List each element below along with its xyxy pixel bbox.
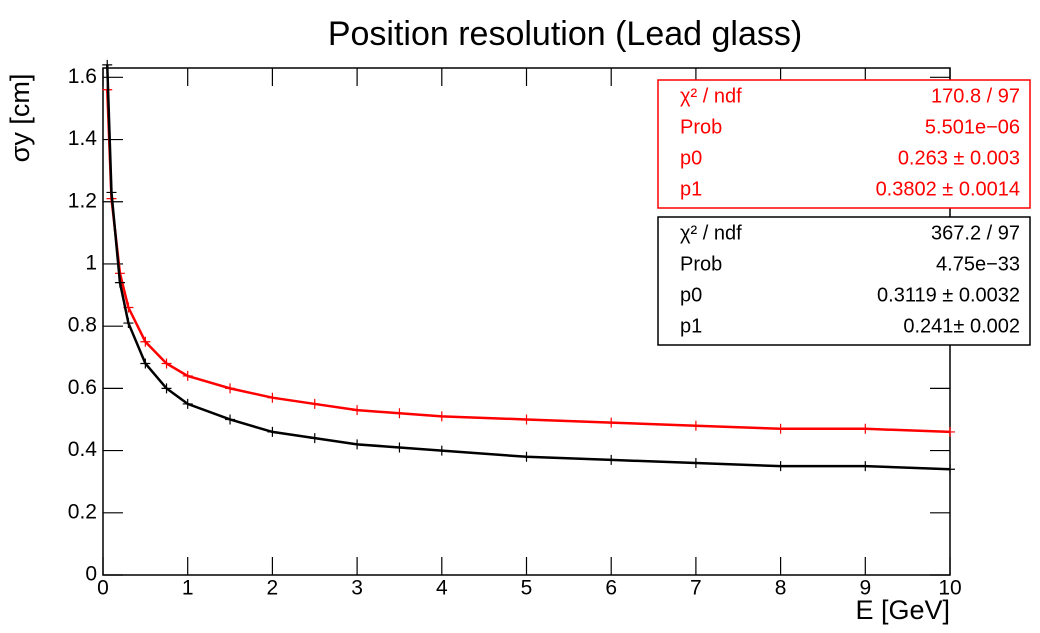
stats-value: 367.2 / 97 [931,222,1020,244]
fit-curve [105,89,951,434]
y-tick-label: 1 [85,252,97,275]
stats-value: 170.8 / 97 [931,85,1020,107]
y-tick-label: 0.6 [68,376,97,399]
x-tick-label: 4 [436,577,448,600]
chart-title: Position resolution (Lead glass) [328,15,802,53]
stats-label: χ² / ndf [680,222,742,244]
x-tick-label: 8 [775,577,787,600]
x-tick-label: 5 [521,577,533,600]
x-tick-label: 3 [351,577,363,600]
stats-label: p1 [680,315,702,337]
stats-box [657,216,1031,346]
y-tick-label: 0.2 [68,500,97,523]
stats-label: Prob [680,253,722,275]
y-tick-label: 1.4 [68,127,98,150]
stats-label: χ² / ndf [680,85,742,107]
x-tick-label: 2 [267,577,279,600]
x-tick-label: 6 [605,577,617,600]
x-tick-label: 0 [97,577,109,600]
y-tick-label: 1.2 [68,189,97,212]
x-axis-label: E [GeV] [855,595,950,625]
x-tick-label: 10 [938,577,961,600]
stats-value: 0.3802 ± 0.0014 [876,178,1020,200]
y-tick-label: 0.8 [68,314,97,337]
stats-label: p1 [680,178,702,200]
stats-box [657,79,1031,209]
stats-value: 0.241± 0.002 [903,315,1020,337]
fit-curve [105,64,951,471]
y-tick-label: 0.4 [68,438,98,461]
x-tick-label: 7 [690,577,702,600]
stats-value: 0.3119 ± 0.0032 [877,284,1020,306]
x-tick-label: 1 [182,577,194,600]
stats-label: p0 [680,147,702,169]
x-tick-label: 9 [859,577,871,600]
y-tick-label: 0 [85,563,97,586]
stats-value: 4.75e−33 [936,253,1020,275]
stats-label: p0 [680,284,702,306]
stats-label: Prob [680,116,722,138]
y-tick-label: 1.6 [68,65,97,88]
stats-value: 5.501e−06 [925,116,1020,138]
y-axis-label: σy [cm] [5,74,35,163]
stats-value: 0.263 ± 0.003 [898,147,1020,169]
